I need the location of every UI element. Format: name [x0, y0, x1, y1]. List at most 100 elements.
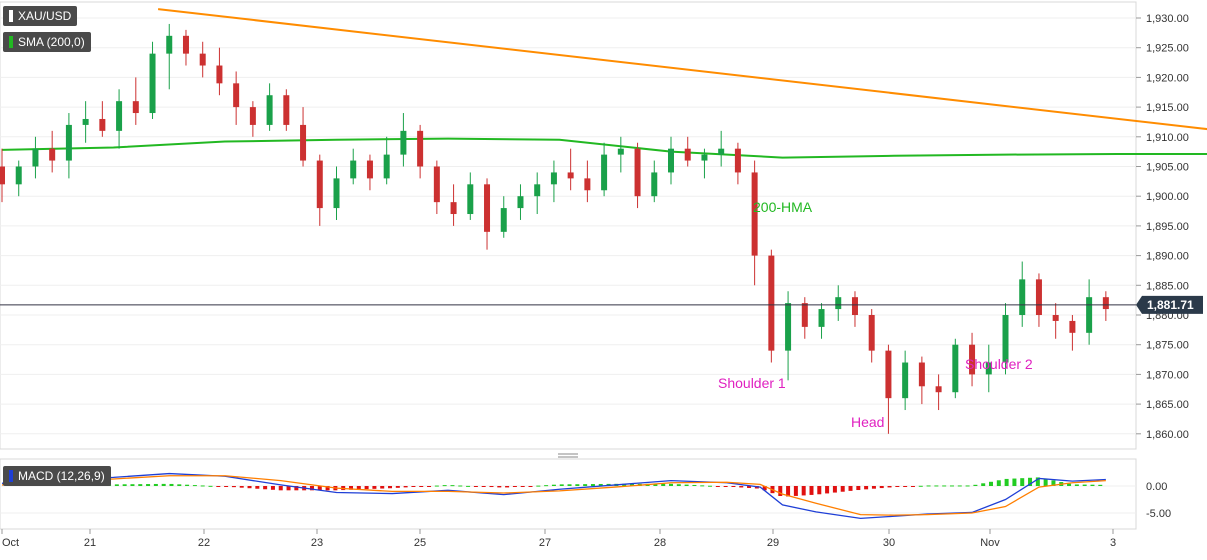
macd-histogram-bar	[216, 486, 221, 487]
candle-body	[32, 148, 39, 167]
macd-histogram-bar	[887, 486, 892, 488]
indicator-label[interactable]: SMA (200,0)	[3, 32, 91, 52]
macd-histogram-bar	[684, 484, 689, 486]
macd-histogram-bar	[973, 484, 978, 486]
macd-histogram-bar	[255, 486, 260, 489]
macd-histogram-bar	[949, 485, 954, 487]
macd-histogram-bar	[598, 483, 603, 486]
macd-histogram-bar	[801, 486, 806, 496]
candle-body	[935, 386, 942, 393]
candle-body	[149, 53, 156, 114]
macd-histogram-bar	[286, 486, 291, 491]
macd-histogram-bar	[871, 486, 876, 489]
macd-histogram-bar	[122, 484, 127, 486]
candle-body	[851, 297, 858, 315]
candle-body	[517, 196, 524, 209]
candle-body	[417, 130, 424, 167]
macd-histogram-bar	[380, 486, 385, 489]
macd-histogram-bar	[567, 484, 572, 486]
x-tick-label: 29	[767, 537, 779, 549]
candle-body	[952, 344, 959, 393]
candle-body	[300, 124, 307, 161]
candle-body	[450, 202, 457, 215]
macd-histogram-bar	[294, 486, 299, 491]
macd-histogram-bar	[473, 486, 478, 487]
candle-body	[400, 130, 407, 155]
candle-body	[734, 148, 741, 173]
macd-tick-label: -5.00	[1146, 508, 1171, 520]
macd-histogram-bar	[208, 485, 213, 487]
y-tick-label: 1,930.00	[1146, 13, 1189, 25]
x-tick-label: 28	[654, 537, 666, 549]
symbol-label[interactable]: XAU/USD	[3, 6, 78, 26]
macd-histogram-bar	[372, 486, 377, 489]
macd-histogram-bar	[247, 486, 252, 489]
macd-label[interactable]: MACD (12,26,9)	[3, 466, 111, 486]
y-tick-label: 1,925.00	[1146, 43, 1189, 55]
candle-body	[199, 53, 206, 66]
macd-histogram-bar	[622, 483, 627, 486]
candle-body	[1002, 315, 1009, 363]
macd-histogram-bar	[910, 486, 915, 487]
macd-histogram-bar	[450, 485, 455, 487]
price-tag-bg	[1136, 295, 1203, 314]
x-tick-label: 27	[539, 537, 551, 549]
macd-histogram-bar	[1082, 484, 1087, 486]
y-tick-label: 1,895.00	[1146, 221, 1189, 233]
macd-histogram-bar	[1067, 483, 1072, 486]
candle-body	[868, 315, 875, 351]
candle-body	[132, 101, 139, 114]
macd-histogram-bar	[497, 486, 502, 488]
annotation-head: Head	[851, 414, 884, 430]
candle-body	[366, 160, 373, 179]
y-tick-label: 1,905.00	[1146, 162, 1189, 174]
x-tick-label: 25	[414, 537, 426, 549]
macd-histogram-bar	[317, 486, 322, 491]
y-tick-label: 1,860.00	[1146, 429, 1189, 441]
y-tick-label: 1,915.00	[1146, 102, 1189, 114]
macd-histogram-bar	[325, 486, 330, 491]
macd-histogram-bar	[661, 483, 666, 486]
hma-label: 200-HMA	[753, 199, 813, 215]
candle-body	[651, 172, 658, 197]
macd-histogram-bar	[536, 485, 541, 487]
macd-histogram-bar	[356, 486, 361, 490]
macd-histogram-bar	[903, 486, 908, 487]
candle-body	[1086, 297, 1093, 333]
macd-histogram-bar	[575, 484, 580, 486]
macd-histogram-bar	[388, 486, 393, 489]
candle-body	[1069, 320, 1076, 333]
x-tick-label: 22	[198, 537, 210, 549]
candle-body	[15, 166, 22, 185]
macd-histogram-bar	[309, 486, 314, 491]
candle-body	[0, 166, 5, 185]
macd-tick-label: 0.00	[1146, 481, 1167, 493]
macd-histogram-bar	[848, 486, 853, 491]
macd-histogram-bar	[489, 486, 494, 488]
macd-histogram-bar	[731, 486, 736, 487]
macd-histogram-bar	[114, 484, 119, 486]
macd-histogram-bar	[239, 486, 244, 488]
candle-body	[818, 309, 825, 327]
x-tick-label: 21	[84, 537, 96, 549]
y-tick-label: 1,865.00	[1146, 399, 1189, 411]
macd-histogram-bar	[825, 486, 830, 494]
candle-body	[500, 208, 507, 232]
candle-body	[768, 255, 775, 351]
macd-histogram-bar	[270, 486, 275, 490]
x-tick-label: 30	[883, 537, 895, 549]
candle-body	[534, 184, 541, 197]
macd-histogram-bar	[786, 486, 791, 497]
candle-body	[266, 95, 273, 125]
candle-body	[166, 35, 173, 54]
macd-histogram-bar	[411, 486, 416, 487]
y-tick-label: 1,885.00	[1146, 280, 1189, 292]
candle-body	[885, 350, 892, 399]
candle-body	[433, 166, 440, 203]
macd-histogram-bar	[146, 484, 151, 486]
macd-histogram-bar	[942, 485, 947, 487]
macd-histogram-bar	[169, 483, 174, 486]
macd-histogram-bar	[817, 486, 822, 495]
macd-histogram-bar	[364, 486, 369, 490]
candle-body	[49, 148, 56, 161]
